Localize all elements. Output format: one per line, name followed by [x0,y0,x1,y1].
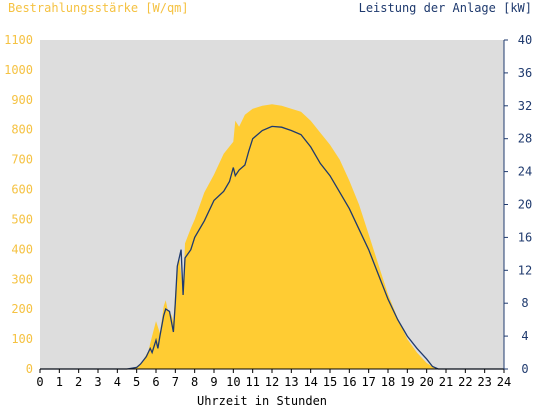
x-tick-label: 16 [342,375,356,389]
x-tick-label: 15 [323,375,337,389]
x-tick-label: 10 [226,375,240,389]
right-axis-title: Leistung der Anlage [kW] [359,1,532,15]
x-tick-label: 24 [497,375,511,389]
power-line [40,125,504,370]
y-right-tick-label: 8 [521,296,528,310]
x-tick-label: 2 [75,375,82,389]
x-tick-label: 12 [265,375,279,389]
x-tick-label: 14 [303,375,317,389]
x-tick-label: 19 [400,375,414,389]
y-left-tick-label: 800 [11,123,33,137]
x-tick-label: 0 [36,375,43,389]
axes-layer: 0 1 2 3 4 5 6 7 8 9 10 11 12 13 14 15 16 17 18 19 20 21 22 23 24… [4,33,532,389]
x-tick-label: 1 [56,375,63,389]
y-left-tick-label: 600 [11,183,33,197]
y-left-tick-label: 500 [11,212,33,226]
x-tick-label: 4 [114,375,121,389]
y-right-tick-label: 40 [518,33,532,47]
y-right-tick-label: 24 [518,165,532,179]
y-right-tick-label: 16 [518,230,532,244]
y-right-tick-label: 0 [521,362,528,376]
y-left-tick-label: 900 [11,93,33,107]
series-layer [40,104,504,370]
y-left-tick-label: 0 [26,362,33,376]
y-right-tick-label: 4 [521,329,528,343]
left-axis-title: Bestrahlungsstärke [W/qm] [8,1,189,15]
y-left-tick-label: 100 [11,332,33,346]
irradiance-area [40,104,504,370]
y-right-tick-label: 36 [518,66,532,80]
y-left-tick-label: 300 [11,272,33,286]
y-left-tick-label: 200 [11,302,33,316]
x-tick-label: 20 [419,375,433,389]
x-tick-label: 18 [381,375,395,389]
y-right-tick-label: 12 [518,263,532,277]
y-left-tick-label: 400 [11,242,33,256]
x-tick-label: 8 [191,375,198,389]
y-right-tick-label: 20 [518,198,532,212]
y-left-tick-label: 700 [11,153,33,167]
x-tick-label: 3 [94,375,101,389]
x-tick-label: 5 [133,375,140,389]
y-left-tick-label: 1100 [4,33,33,47]
x-axis-label: Uhrzeit in Stunden [197,394,327,408]
x-tick-label: 13 [284,375,298,389]
x-tick-label: 23 [477,375,491,389]
x-tick-label: 9 [210,375,217,389]
x-tick-label: 11 [245,375,259,389]
y-right-tick-label: 28 [518,132,532,146]
x-tick-label: 17 [361,375,375,389]
x-tick-label: 22 [458,375,472,389]
y-left-tick-label: 1000 [4,63,33,77]
x-tick-label: 21 [439,375,453,389]
x-tick-label: 6 [152,375,159,389]
y-right-tick-label: 32 [518,99,532,113]
x-tick-label: 7 [172,375,179,389]
